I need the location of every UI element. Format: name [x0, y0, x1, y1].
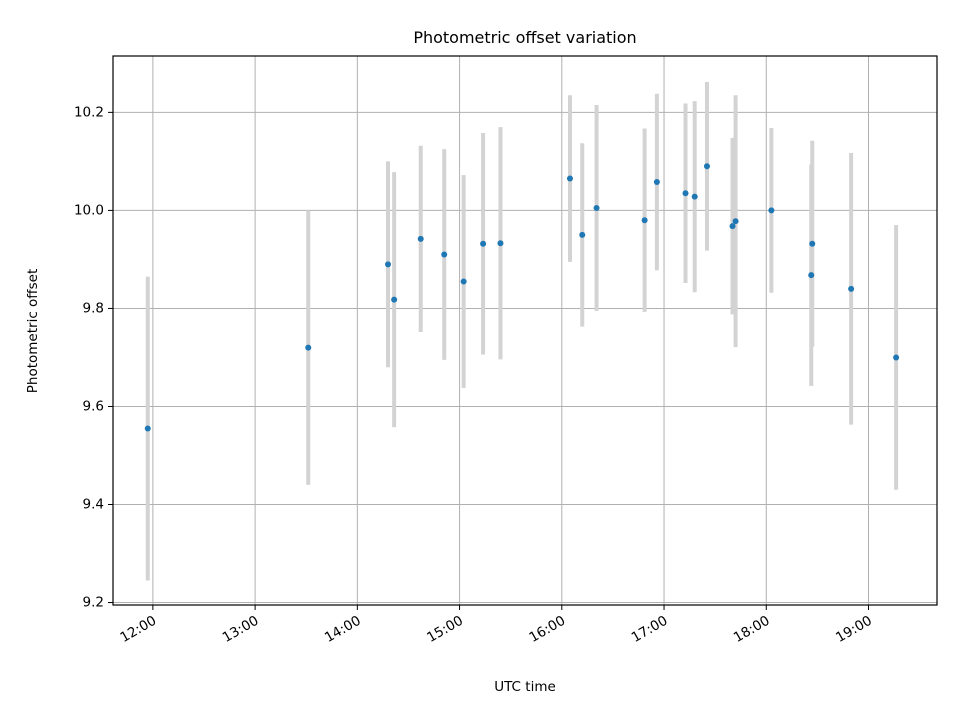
- data-point: [893, 354, 900, 361]
- plot-frame: [112, 55, 938, 606]
- y-tick-label: 9.2: [83, 595, 104, 611]
- data-point: [385, 261, 392, 268]
- data-point: [641, 217, 648, 224]
- data-point: [391, 296, 398, 303]
- grid: [113, 56, 937, 605]
- data-point: [417, 235, 424, 242]
- data-points: [144, 163, 900, 432]
- data-point: [460, 278, 467, 285]
- data-point: [480, 240, 487, 247]
- data-point: [703, 163, 710, 170]
- data-point: [579, 231, 586, 238]
- data-point: [808, 272, 815, 279]
- data-point: [593, 204, 600, 211]
- data-point: [809, 240, 816, 247]
- y-tick-label: 9.8: [83, 300, 104, 316]
- data-point: [305, 344, 312, 351]
- data-point: [441, 251, 448, 258]
- data-point: [653, 178, 660, 185]
- data-point: [682, 190, 689, 197]
- data-point: [768, 207, 775, 214]
- y-tick-label: 9.4: [83, 497, 104, 513]
- x-axis-label: UTC time: [494, 679, 556, 695]
- y-tick-label: 10.0: [74, 202, 104, 218]
- y-axis-label: Photometric offset: [25, 269, 41, 393]
- data-point: [497, 240, 504, 247]
- data-point: [848, 285, 855, 292]
- data-point: [691, 193, 698, 200]
- data-point: [566, 175, 573, 182]
- data-point: [729, 223, 736, 230]
- y-tick-label: 9.6: [83, 398, 104, 414]
- data-point: [732, 218, 739, 225]
- data-point: [144, 425, 151, 432]
- y-tick-label: 10.2: [74, 104, 104, 120]
- chart-title: Photometric offset variation: [413, 28, 636, 47]
